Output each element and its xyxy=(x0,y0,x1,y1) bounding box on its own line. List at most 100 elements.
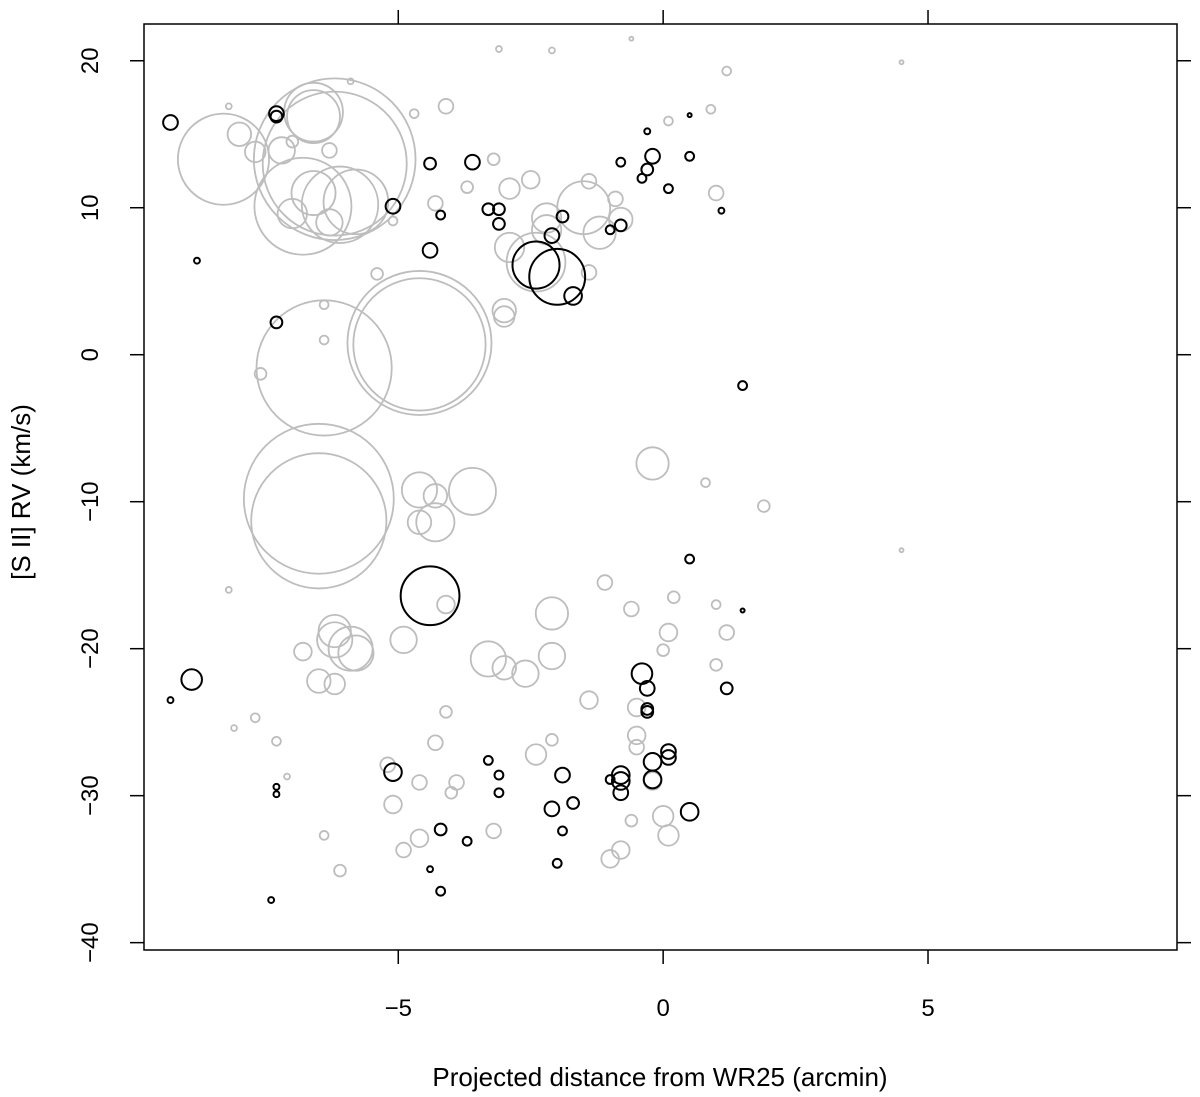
gray-point xyxy=(224,586,233,594)
gray-point xyxy=(469,640,507,678)
black-point xyxy=(267,896,276,904)
black-point xyxy=(543,227,561,245)
gray-point xyxy=(898,547,905,554)
gray-point xyxy=(249,712,261,724)
gray-point xyxy=(436,594,456,615)
black-point xyxy=(686,112,693,119)
gray-point xyxy=(383,794,403,815)
gray-point xyxy=(579,690,599,710)
black-point xyxy=(482,754,494,766)
gray-point xyxy=(439,705,453,719)
gray-point xyxy=(623,600,640,618)
gray-point xyxy=(656,643,670,657)
gray-point xyxy=(710,599,722,610)
gray-point xyxy=(651,805,675,828)
gray-point xyxy=(408,108,420,119)
gray-point xyxy=(409,828,430,849)
black-point xyxy=(684,150,696,162)
black-point xyxy=(384,197,402,215)
black-point xyxy=(640,162,655,177)
gray-point xyxy=(580,173,598,190)
black-point xyxy=(272,790,281,799)
y-tick-label: 20 xyxy=(77,47,104,74)
gray-point xyxy=(495,45,503,53)
gray-point xyxy=(520,170,541,190)
black-point xyxy=(554,766,571,784)
x-tick-label: 0 xyxy=(656,995,669,1022)
gray-point xyxy=(531,202,563,234)
gray-point xyxy=(596,574,614,591)
black-point xyxy=(563,286,583,306)
gray-point xyxy=(657,824,680,847)
gray-point xyxy=(286,89,341,144)
gray-point xyxy=(628,738,645,756)
gray-point xyxy=(898,59,905,66)
x-axis-label: Projected distance from WR25 (arcmin) xyxy=(432,1062,887,1092)
black-point xyxy=(615,156,627,168)
black-point xyxy=(461,835,473,847)
gray-point xyxy=(707,184,725,202)
gray-point xyxy=(226,121,253,147)
gray-point xyxy=(395,841,412,859)
gray-point xyxy=(253,156,353,256)
gray-point xyxy=(534,596,569,631)
black-point xyxy=(663,183,674,195)
gray-point xyxy=(663,115,674,127)
gray-point xyxy=(556,180,612,236)
black-point xyxy=(636,172,648,184)
gray-point xyxy=(337,634,375,672)
black-point xyxy=(528,247,587,306)
gray-point xyxy=(582,215,617,250)
gray-point xyxy=(511,659,540,688)
black-point xyxy=(640,705,655,719)
y-tick-label: 0 xyxy=(77,348,104,361)
gray-point xyxy=(485,822,502,840)
gray-point xyxy=(244,140,267,164)
gray-point xyxy=(230,724,238,732)
x-tick-label: 5 xyxy=(921,995,934,1022)
gray-point xyxy=(642,771,663,791)
gray-point xyxy=(709,658,723,672)
black-point xyxy=(426,865,435,874)
gray-point xyxy=(261,90,408,237)
gray-point xyxy=(422,483,449,509)
black-point xyxy=(604,774,616,785)
black-point xyxy=(551,857,563,869)
y-tick-label: −20 xyxy=(77,628,104,669)
black-point xyxy=(684,553,696,565)
gray-point xyxy=(346,77,355,86)
black-point xyxy=(492,202,506,217)
black-point xyxy=(555,209,570,224)
black-point xyxy=(612,784,630,802)
gray-point xyxy=(545,733,559,747)
y-tick-label: −40 xyxy=(77,922,104,963)
gray-point xyxy=(318,334,330,346)
gray-point xyxy=(415,502,456,543)
gray-point xyxy=(524,743,548,766)
data-points xyxy=(162,35,905,904)
black-point xyxy=(435,209,447,221)
black-point xyxy=(739,607,746,614)
gray-point xyxy=(491,655,517,681)
black-point xyxy=(604,224,616,236)
black-point xyxy=(660,749,677,766)
gray-point xyxy=(400,471,439,509)
plot-frame xyxy=(143,23,1178,951)
gray-point xyxy=(626,697,647,718)
black-point xyxy=(464,153,481,171)
gray-point xyxy=(333,863,347,878)
gray-point xyxy=(290,170,337,216)
gray-point xyxy=(624,813,639,828)
gray-point xyxy=(242,422,395,575)
black-point xyxy=(511,240,561,290)
gray-point xyxy=(486,152,501,167)
gray-point xyxy=(271,735,282,747)
black-point xyxy=(423,156,437,171)
gray-point xyxy=(666,590,681,605)
black-point xyxy=(566,796,580,810)
gray-point xyxy=(757,499,771,513)
gray-point xyxy=(285,134,300,149)
gray-point xyxy=(250,452,388,590)
y-tick-label: −30 xyxy=(77,775,104,816)
